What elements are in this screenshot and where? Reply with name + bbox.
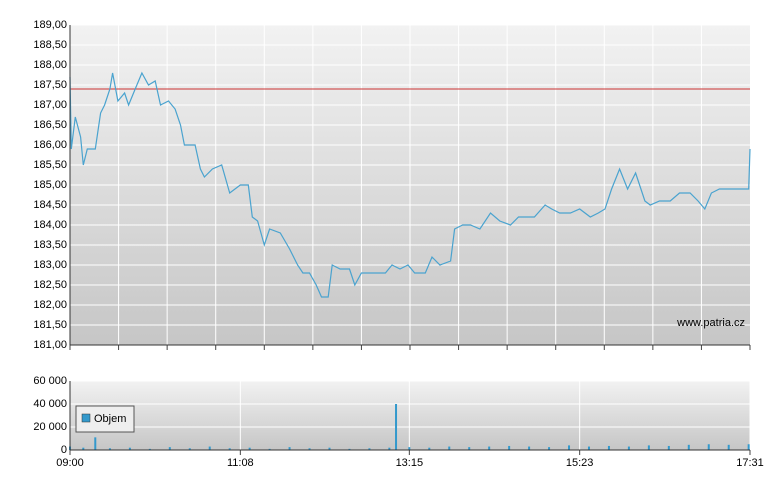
y-tick-label: 181,50 [33,319,67,331]
volume-bar [747,444,750,450]
volume-bar [328,447,331,450]
volume-bar [468,447,471,450]
y-tick-label: 40 000 [33,398,67,410]
y-tick-label: 184,50 [33,199,67,211]
volume-bar [488,446,491,450]
x-tick-label: 17:31 [736,457,764,469]
volume-bar [727,444,730,450]
volume-bar [707,444,710,450]
volume-bar [647,445,650,450]
y-tick-label: 187,50 [33,79,67,91]
x-tick-label: 13:15 [396,457,424,469]
y-tick-label: 183,50 [33,239,67,251]
volume-bar [448,446,451,450]
volume-bar [148,448,151,450]
volume-bar [128,447,131,450]
volume-bar [308,448,311,450]
y-tick-label: 189,00 [33,19,67,31]
y-tick-label: 182,50 [33,279,67,291]
volume-bar [548,447,551,450]
volume-bar [208,446,211,450]
y-tick-label: 183,00 [33,259,67,271]
legend-swatch [81,413,91,423]
y-tick-label: 187,00 [33,99,67,111]
volume-bar [687,444,690,450]
volume-bar [94,437,97,450]
volume-bar [428,447,431,450]
volume-bar [408,447,411,450]
volume-bar [568,445,571,450]
y-tick-label: 0 [61,444,67,456]
volume-bar [627,446,630,450]
y-tick-label: 186,00 [33,139,67,151]
volume-bar [188,448,191,450]
watermark: www.patria.cz [676,317,745,329]
volume-bar [168,447,171,450]
legend: Objem [75,405,135,433]
y-tick-label: 20 000 [33,421,67,433]
y-tick-label: 186,50 [33,119,67,131]
y-tick-label: 182,00 [33,299,67,311]
volume-bar [528,446,531,450]
x-tick-label: 15:23 [566,457,594,469]
volume-bar [667,445,670,450]
y-tick-label: 188,50 [33,39,67,51]
volume-bar [508,445,511,450]
volume-bar [268,448,271,450]
volume-bar [395,404,398,450]
y-tick-label: 181,00 [33,339,67,351]
y-tick-label: 184,00 [33,219,67,231]
volume-bar [248,447,251,450]
volume-plot-area [70,381,750,450]
volume-bar [82,447,85,450]
volume-bar [368,448,371,450]
volume-bar [587,446,590,450]
legend-label: Objem [94,413,126,425]
volume-bar [348,448,351,450]
y-tick-label: 188,00 [33,59,67,71]
volume-bar [607,445,610,450]
y-tick-label: 185,50 [33,159,67,171]
y-tick-label: 60 000 [33,375,67,387]
x-tick-label: 09:00 [56,457,84,469]
volume-bar [388,447,391,450]
y-tick-label: 185,00 [33,179,67,191]
chart-layer: 181,00 181,50 182,00 182,50 183,00 183,50 184,… [33,19,763,469]
price-line [69,71,751,298]
volume-bar [228,448,231,450]
volume-bar [288,447,291,450]
x-tick-label: 11:08 [227,457,254,469]
volume-bar [108,448,111,450]
